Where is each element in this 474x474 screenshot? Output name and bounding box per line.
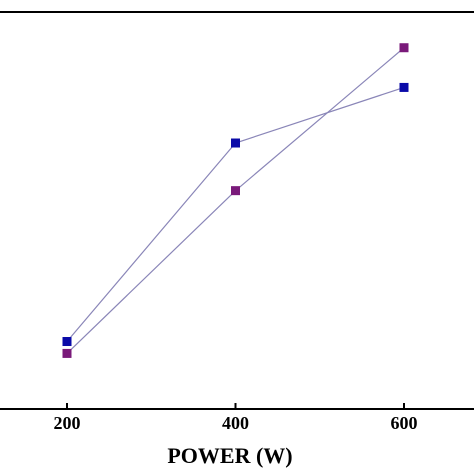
series-line-2 [66,47,405,354]
x-tick-label: 200 [54,413,81,433]
series-2-point [62,348,72,358]
series-1-point [231,138,240,148]
series-points [62,43,409,358]
x-axis-ticks [66,403,405,409]
x-tick-label: 400 [222,413,249,433]
series-line-1 [66,86,405,342]
x-axis-tick-labels: 200 400 600 [54,413,418,433]
series-1-point [399,82,409,92]
series-2-point [231,186,240,196]
plot-frame [0,11,474,410]
series-lines [66,47,405,354]
series-2-point [399,43,409,53]
series-1-point [62,337,72,347]
x-tick-label: 600 [391,413,418,433]
x-axis-title: POWER (W) [167,443,292,468]
